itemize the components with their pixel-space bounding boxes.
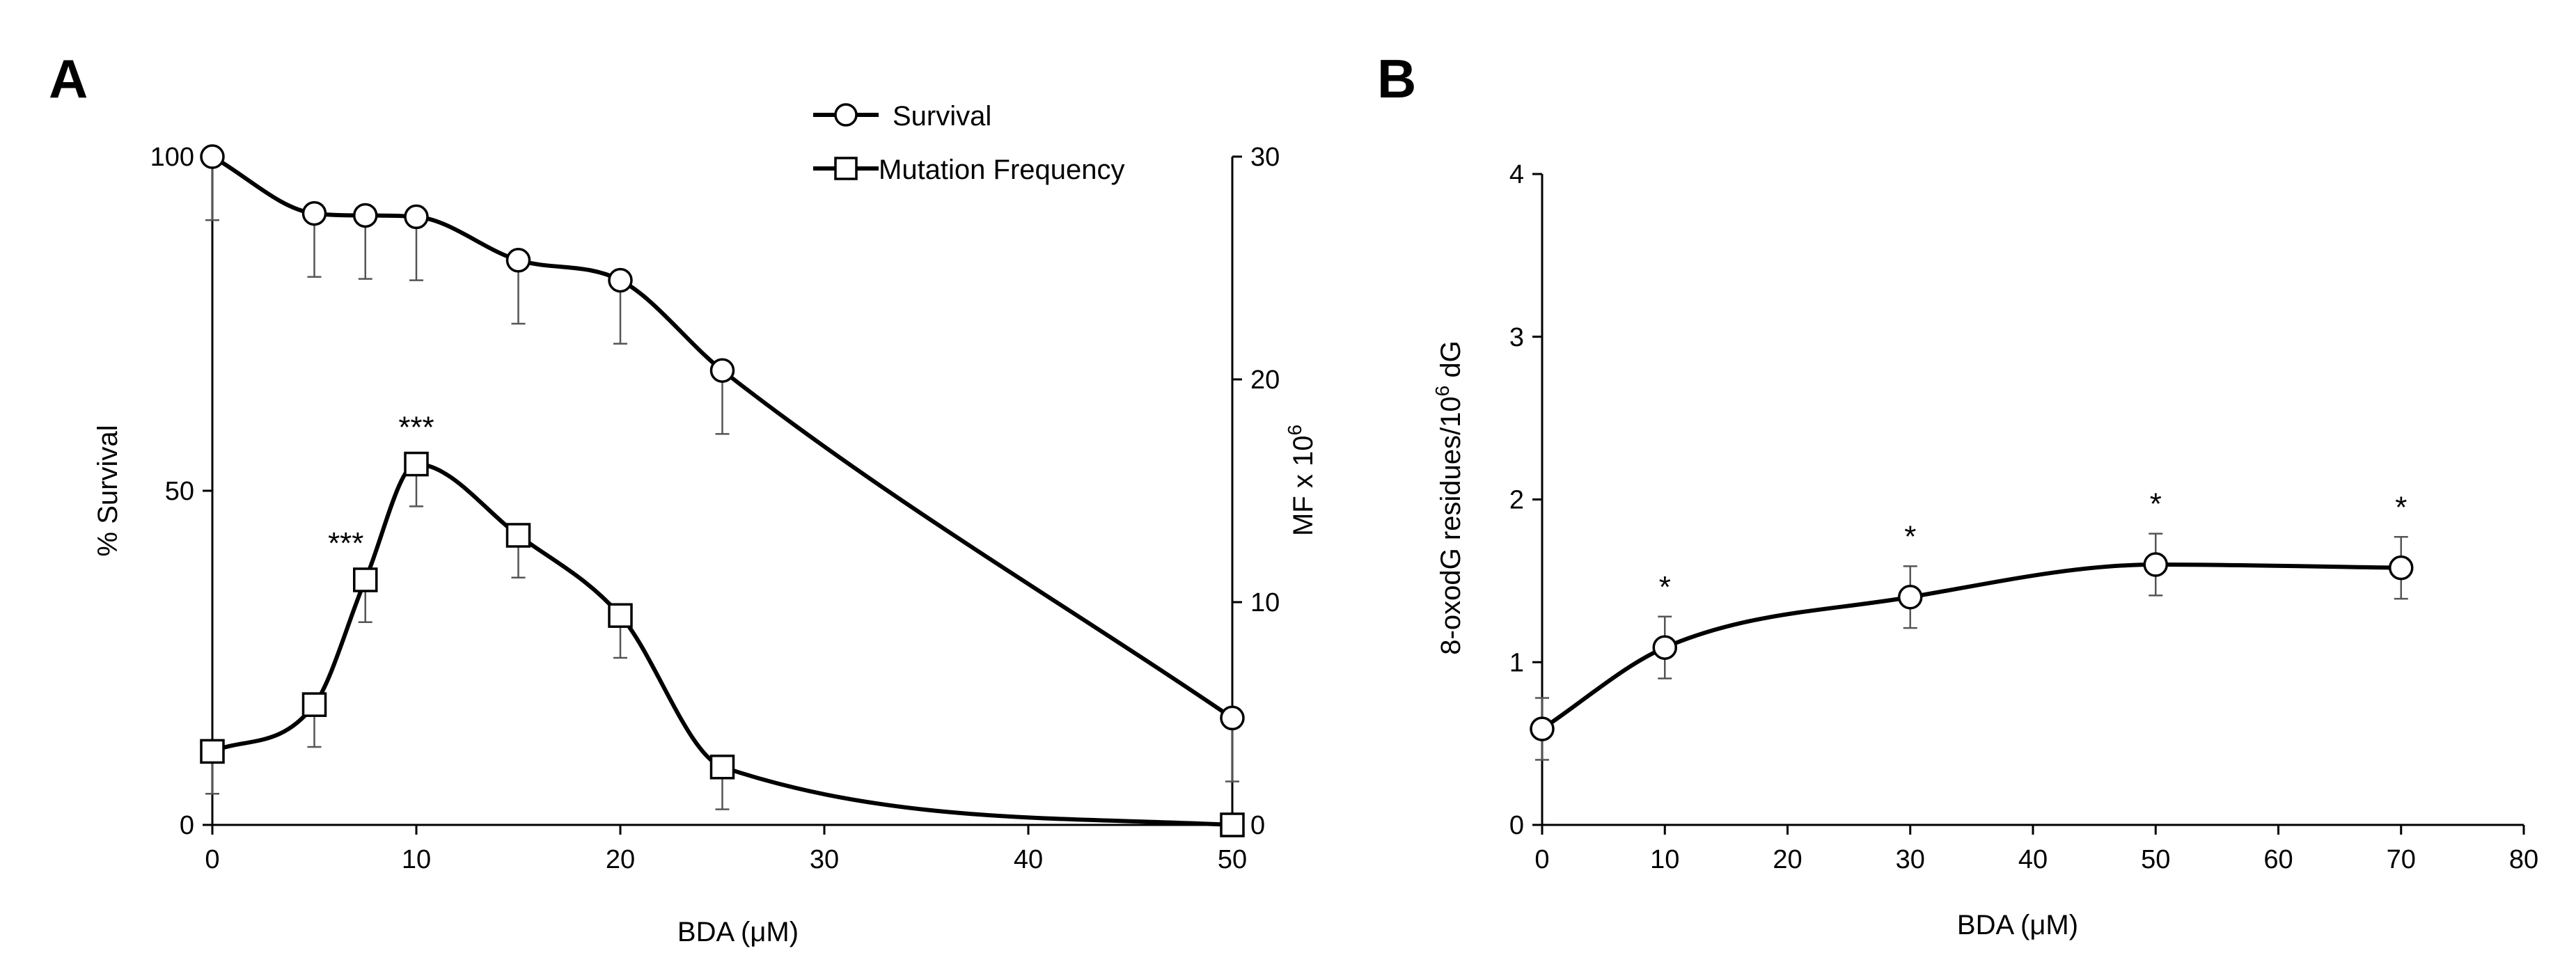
panel-b-y-tick-label: 0 <box>1509 811 1524 840</box>
panel-a-y-axis-title: % Survival <box>93 425 123 557</box>
panel-b-y-axis-title-sup: 6 <box>1431 386 1453 397</box>
panel-b-ticks: 0 10 20 30 40 50 60 70 80 0 1 2 3 4 <box>1509 160 2538 874</box>
significance-marker: *** <box>328 526 363 560</box>
mutation-frequency-point <box>505 523 531 548</box>
oxodg-point <box>1530 716 1555 741</box>
panel-a-label: A <box>49 48 88 109</box>
panel-b-markers <box>1530 552 2414 741</box>
survival-point <box>1220 705 1245 731</box>
panel-b-y-tick-label: 1 <box>1509 648 1524 677</box>
significance-marker: *** <box>398 411 434 445</box>
survival-point <box>608 267 633 293</box>
panel-b-y-axis-title: 8-oxodG residues/106 dG <box>1431 340 1466 654</box>
panel-a-error-bars <box>205 157 1239 826</box>
mutation-frequency-point <box>1220 812 1245 837</box>
legend-survival-marker <box>834 103 858 127</box>
panel-a-legend: Survival Mutation Frequency <box>813 101 1125 185</box>
panel-b-y-tick-label: 3 <box>1509 323 1524 352</box>
mutation-frequency-point <box>608 603 633 628</box>
mutation-frequency-point <box>353 567 378 592</box>
panel-a-x-tick-label: 20 <box>606 845 635 874</box>
panel-b-axes <box>1541 174 2524 826</box>
mutation-frequency-point <box>709 755 735 780</box>
panel-b-x-tick-label: 60 <box>2263 845 2293 874</box>
legend-mutation-frequency-marker <box>834 157 858 180</box>
panel-b-annotations: * * * * <box>1659 487 2408 604</box>
panel-b-y-axis-title-main: 8-oxodG residues/10 <box>1436 396 1466 654</box>
panel-a-annotations: *** *** <box>328 411 434 560</box>
panel-b-x-tick-label: 70 <box>2387 845 2416 874</box>
panel-a-x-tick-label: 30 <box>810 845 839 874</box>
mutation-frequency-point <box>200 739 225 764</box>
survival-point <box>200 144 225 169</box>
panel-a-right-axis-title: MF x 106 <box>1284 425 1319 536</box>
panel-a-right-y-tick-label: 20 <box>1250 365 1280 395</box>
panel-b-x-tick-label: 50 <box>2141 845 2170 874</box>
significance-marker: * <box>1659 570 1671 604</box>
oxodg-point <box>1898 585 1923 610</box>
panel-a-x-tick-label: 50 <box>1218 845 1247 874</box>
panel-b-chart: B 0 10 20 30 40 50 60 70 80 0 1 2 3 4 * * * * BDA (μM) 8… <box>1377 48 2538 940</box>
panel-b-x-tick-label: 40 <box>2018 845 2048 874</box>
survival-line <box>211 155 1234 720</box>
panel-b-x-tick-label: 30 <box>1896 845 1925 874</box>
panel-b-x-tick-label: 0 <box>1534 845 1549 874</box>
survival-point <box>505 248 531 273</box>
survival-point <box>301 200 327 226</box>
panel-a-x-tick-label: 0 <box>205 845 219 874</box>
significance-marker: * <box>1904 519 1916 553</box>
panel-b-x-axis-title: BDA (μM) <box>1957 910 2078 940</box>
legend-survival-label: Survival <box>893 101 991 132</box>
panel-b-x-tick-label: 20 <box>1773 845 1802 874</box>
panel-a-right-axis-title-main: MF x 10 <box>1288 436 1319 536</box>
panel-a-x-axis-title: BDA (μM) <box>677 917 799 947</box>
panel-a-right-axis-title-sup: 6 <box>1284 425 1305 436</box>
panel-b-y-tick-label: 2 <box>1509 486 1524 515</box>
panel-b-y-axis-title-suffix: dG <box>1436 340 1466 385</box>
mutation-frequency-point <box>404 451 429 477</box>
mutation-frequency-point <box>301 692 327 717</box>
panel-b-y-tick-label: 4 <box>1509 160 1524 189</box>
panel-a-y-tick-label: 0 <box>180 811 194 840</box>
significance-marker: * <box>2395 490 2407 524</box>
significance-marker: * <box>2150 487 2162 521</box>
oxodg-point <box>2389 555 2414 581</box>
panel-a-x-tick-label: 40 <box>1014 845 1043 874</box>
panel-a-markers <box>200 144 1245 837</box>
oxodg-point <box>2143 552 2168 577</box>
panel-a-right-y-tick-label: 10 <box>1250 588 1280 617</box>
panel-b-label: B <box>1377 48 1416 109</box>
panel-a-x-tick-label: 10 <box>402 845 431 874</box>
panel-a-y-tick-label: 50 <box>165 477 194 506</box>
legend-mutation-frequency-label: Mutation Frequency <box>879 155 1125 185</box>
oxodg-point <box>1652 635 1677 660</box>
panel-a-right-y-tick-label: 0 <box>1250 811 1265 840</box>
survival-point <box>353 203 378 228</box>
panel-a-right-y-tick-label: 30 <box>1250 143 1280 172</box>
survival-point <box>404 204 429 230</box>
panel-a-y-tick-label: 100 <box>150 143 194 172</box>
panel-b-x-tick-label: 10 <box>1650 845 1679 874</box>
survival-point <box>709 358 735 383</box>
panel-b-x-tick-label: 80 <box>2509 845 2538 874</box>
